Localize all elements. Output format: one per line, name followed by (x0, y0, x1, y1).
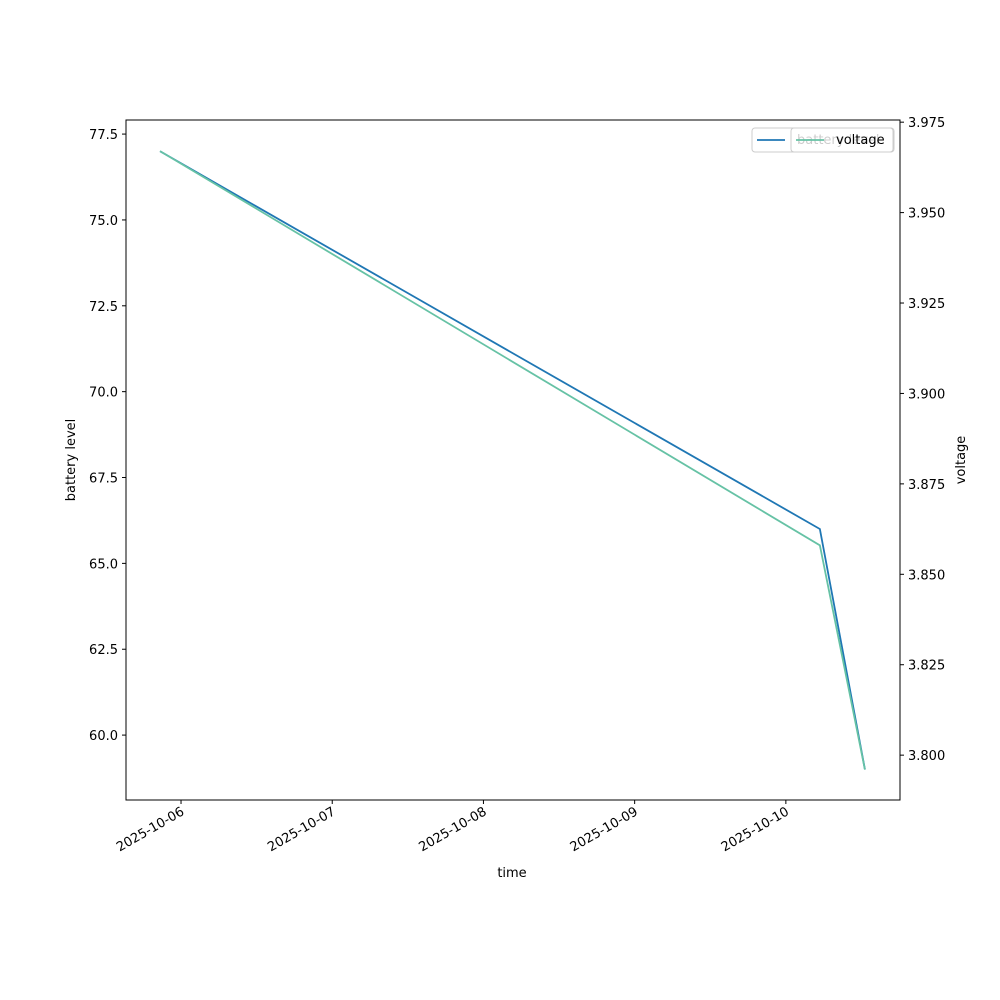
y2-tick-label: 3.875 (908, 478, 945, 493)
y-axis-label: battery level (64, 419, 79, 502)
legend-label: voltage (836, 133, 885, 148)
y2-axis-label: voltage (954, 436, 969, 485)
y-tick-label: 67.5 (89, 472, 118, 487)
y2-tick-label: 3.800 (908, 749, 945, 764)
series-line (159, 150, 866, 770)
y-tick-label: 70.0 (89, 386, 118, 401)
y2-tick-label: 3.925 (908, 297, 945, 312)
legend-box (790, 127, 894, 153)
y2-tick-label: 3.850 (908, 568, 945, 583)
y2-tick-label: 3.825 (908, 659, 945, 674)
x-tick-label: 2025-10-07 (265, 804, 338, 855)
x-tick-label: 2025-10-08 (417, 804, 490, 855)
y-tick-label: 72.5 (89, 300, 118, 315)
y2-tick-label: 3.900 (908, 387, 945, 402)
y2-tick-label: 3.950 (908, 207, 945, 222)
y-tick-label: 60.0 (89, 729, 118, 744)
y-tick-label: 65.0 (89, 557, 118, 572)
x-tick-label: 2025-10-09 (568, 804, 641, 855)
y-tick-label: 75.0 (89, 214, 118, 229)
x-tick-label: 2025-10-06 (114, 804, 187, 855)
y-tick-label: 77.5 (89, 128, 118, 143)
plot-frame (125, 119, 901, 801)
x-axis-label: time (497, 866, 526, 881)
y-tick-label: 62.5 (89, 643, 118, 658)
x-tick-label: 2025-10-10 (719, 804, 792, 855)
series-line (159, 150, 866, 770)
y2-tick-label: 3.975 (908, 116, 945, 131)
